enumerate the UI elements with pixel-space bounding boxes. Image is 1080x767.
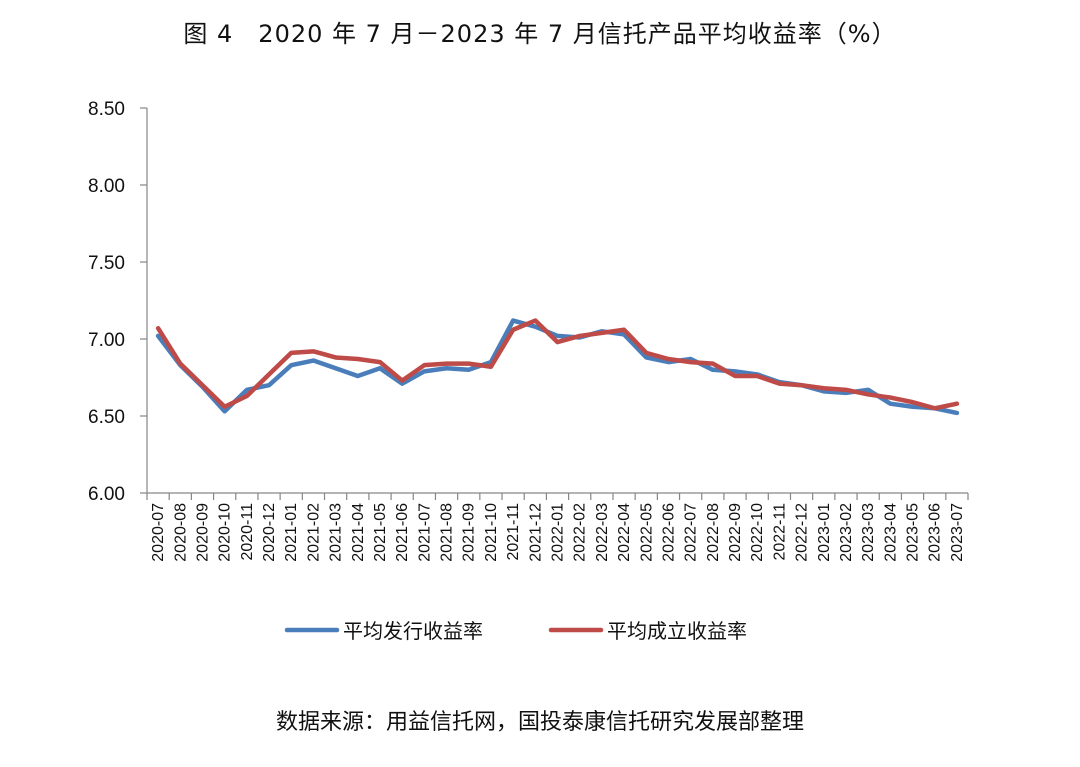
x-tick-label: 2023-06 [927, 503, 944, 562]
x-tick-label: 2021-11 [505, 503, 522, 561]
y-tick-label: 6.00 [88, 484, 125, 505]
y-tick-label: 7.50 [88, 253, 125, 274]
x-tick-label: 2022-02 [572, 503, 589, 562]
y-tick-label: 7.00 [88, 330, 125, 351]
x-tick-label: 2021-09 [461, 503, 478, 562]
x-tick-label: 2022-06 [660, 503, 677, 562]
y-tick-label: 8.00 [88, 176, 125, 197]
x-tick-label: 2020-10 [217, 503, 234, 562]
x-tick-label: 2023-02 [838, 503, 855, 562]
x-tick-label: 2021-05 [372, 503, 389, 562]
x-tick-label: 2021-01 [283, 503, 300, 562]
x-tick-label: 2022-10 [749, 503, 766, 562]
x-tick-label: 2021-07 [416, 503, 433, 562]
legend-label-1: 平均发行收益率 [343, 619, 483, 643]
chart-title: 图 4 2020 年 7 月－2023 年 7 月信托产品平均收益率（%） [183, 20, 897, 48]
x-tick-label: 2021-08 [439, 503, 456, 562]
x-tick-label: 2022-04 [616, 503, 633, 562]
x-tick-label: 2021-10 [483, 503, 500, 562]
x-tick-label: 2022-09 [727, 503, 744, 562]
x-tick-label: 2022-11 [771, 503, 788, 561]
x-tick-label: 2020-08 [172, 503, 189, 562]
x-tick-label: 2021-03 [328, 503, 345, 562]
x-tick-label: 2020-09 [194, 503, 211, 562]
x-tick-label: 2021-02 [305, 503, 322, 562]
x-tick-label: 2022-05 [638, 503, 655, 562]
axes [146, 108, 968, 494]
x-tick-label: 2023-01 [816, 503, 833, 562]
data-source-note: 数据来源：用益信托网，国投泰康信托研究发展部整理 [275, 710, 804, 735]
x-tick-label: 2023-04 [882, 503, 899, 562]
x-tick-label: 2020-12 [261, 503, 278, 562]
x-tick-label: 2022-01 [550, 503, 567, 562]
x-tick-label: 2022-03 [594, 503, 611, 562]
x-tick-label: 2021-12 [527, 503, 544, 562]
x-tick-label: 2022-12 [794, 503, 811, 562]
series-lines [155, 318, 960, 416]
x-tick-label: 2023-07 [949, 503, 966, 562]
x-tick-label: 2021-04 [350, 503, 367, 562]
y-axis-ticks: 6.00 6.50 7.00 7.50 8.00 8.50 [88, 99, 147, 505]
y-tick-label: 6.50 [88, 407, 125, 428]
x-tick-label: 2022-08 [705, 503, 722, 562]
x-tick-label: 2021-06 [394, 503, 411, 562]
x-tick-label: 2020-11 [239, 503, 256, 561]
x-tick-label: 2020-07 [150, 503, 167, 562]
legend-label-2: 平均成立收益率 [607, 619, 747, 643]
legend: 平均发行收益率 平均成立收益率 [284, 619, 747, 643]
x-tick-label: 2023-03 [860, 503, 877, 562]
x-axis-ticks: 2020-07 2020-08 2020-09 2020-10 2020-11 2020-… [146, 493, 969, 562]
x-tick-label: 2023-05 [905, 503, 922, 562]
x-tick-label: 2022-07 [683, 503, 700, 562]
y-tick-label: 8.50 [88, 99, 125, 120]
